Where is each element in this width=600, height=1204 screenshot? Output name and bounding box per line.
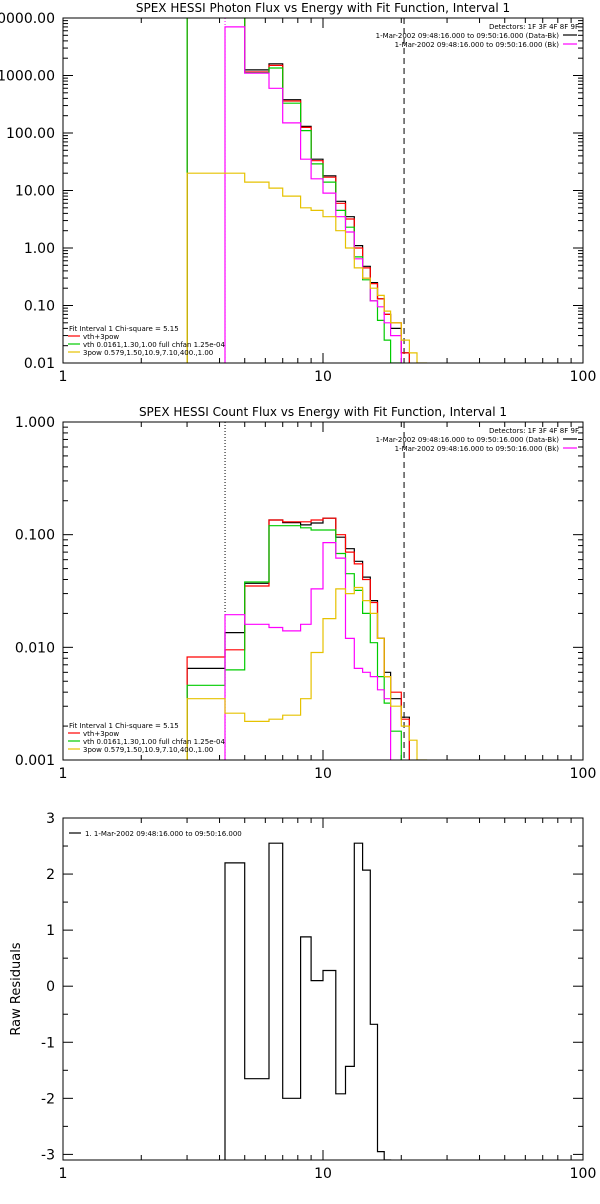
series-line-3 [186, 18, 402, 363]
x-tick-label: 1 [59, 1166, 68, 1182]
panel-3: Raw Residuals 1 10 100 -3 -2 -1 0 1 2 3 1. 1-Mar-20… [9, 811, 596, 1182]
y-tick-label: 3 [46, 811, 55, 827]
y-tick-label: 0.10 [24, 299, 55, 315]
y-tick-label: 1.00 [24, 241, 55, 257]
plot-frame [62, 17, 584, 364]
y-tick-label: 1 [46, 923, 55, 939]
x-tick-label: 10 [314, 1166, 332, 1182]
y-axis-label: Raw Residuals [9, 942, 24, 1035]
y-tick-label: -1 [41, 1035, 55, 1051]
series-line-2 [186, 18, 410, 363]
y-tick-label: 10000.00 [0, 11, 55, 27]
series-line-5 [186, 172, 428, 363]
legend-bottom-text: vth+3pow [83, 730, 119, 738]
legend-top-text: Detectors: 1F 3F 4F 8F 9F [489, 427, 579, 435]
x-tick-label: 1 [59, 369, 68, 385]
series-line-1 [186, 517, 410, 760]
legend-bottom-text: Fit Interval 1 Chi-square = 5.15 [69, 722, 179, 730]
series-group [186, 517, 428, 760]
series-line-4 [224, 542, 392, 760]
legend-bottom-text: 3pow 0.579,1.50,10.9,7.10,400.,1.00 [83, 349, 213, 357]
legend-top-text: 1-Mar-2002 09:48:16.000 to 09:50:16.000 … [376, 32, 560, 40]
series-line-5 [186, 586, 428, 760]
legend-bottom-text: Fit Interval 1 Chi-square = 5.15 [69, 325, 179, 333]
legend-bottom-text: 3pow 0.579,1.50,10.9,7.10,400.,1.00 [83, 746, 213, 754]
series-group [224, 842, 392, 1160]
y-tick-label: -3 [41, 1147, 55, 1163]
series-line-3 [186, 525, 402, 760]
y-tick-label: 2 [46, 867, 55, 883]
y-tick-label: -2 [41, 1091, 55, 1107]
x-tick-label: 1 [59, 766, 68, 782]
series-group [186, 18, 428, 363]
y-tick-label: 10.00 [15, 184, 55, 200]
panel-2: SPEX HESSI Count Flux vs Energy with Fit… [15, 405, 596, 782]
plot-frame [62, 817, 584, 1161]
x-tick-label: 100 [570, 1166, 597, 1182]
legend-bottom-text: vth 0.0161,1.30,1.00 full chfan 1.25e-04 [83, 341, 225, 349]
y-tick-label: 1.000 [15, 415, 55, 431]
y-tick-label: 1000.00 [0, 69, 55, 85]
y-tick-label: 0 [46, 979, 55, 995]
y-tick-label: 0.010 [15, 640, 55, 656]
x-tick-label: 10 [314, 766, 332, 782]
legend-bottom-text: vth 0.0161,1.30,1.00 full chfan 1.25e-04 [83, 738, 225, 746]
plot-frame [62, 421, 584, 761]
series-line-1 [224, 842, 392, 1160]
x-tick-label: 100 [570, 766, 597, 782]
x-tick-label: 100 [570, 369, 597, 385]
legend-top-text: 1-Mar-2002 09:48:16.000 to 09:50:16.000 … [395, 41, 560, 49]
series-line-1 [186, 18, 410, 363]
y-tick-label: 0.100 [15, 528, 55, 544]
y-tick-label: 0.001 [15, 753, 55, 769]
chart-title: SPEX HESSI Photon Flux vs Energy with Fi… [136, 1, 510, 15]
y-tick-label: 0.01 [24, 356, 55, 372]
legend-top-text: Detectors: 1F 3F 4F 8F 9F [489, 23, 579, 31]
series-line-4 [224, 26, 402, 363]
panel-1: SPEX HESSI Photon Flux vs Energy with Fi… [0, 1, 597, 385]
legend-top-text: 1-Mar-2002 09:48:16.000 to 09:50:16.000 … [376, 436, 560, 444]
y-tick-label: 100.00 [6, 126, 55, 142]
legend-bottom-text: vth+3pow [83, 333, 119, 341]
x-tick-label: 10 [314, 369, 332, 385]
legend-left-text: 1. 1-Mar-2002 09:48:16.000 to 09:50:16.0… [85, 830, 242, 838]
chart-title: SPEX HESSI Count Flux vs Energy with Fit… [139, 405, 507, 419]
legend-top-text: 1-Mar-2002 09:48:16.000 to 09:50:16.000 … [395, 445, 560, 453]
